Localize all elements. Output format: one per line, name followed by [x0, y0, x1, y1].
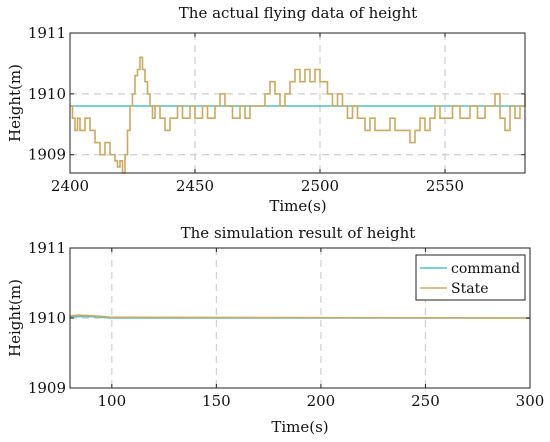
- x-tick-label: 150: [202, 392, 231, 410]
- actual-height-panel: The actual flying data of height 2400 245…: [6, 4, 526, 215]
- legend: command State: [415, 254, 526, 301]
- legend-label-command: command: [451, 261, 520, 277]
- axes-frame: [69, 32, 526, 174]
- state-series-line: [70, 56, 526, 174]
- legend-label-state: State: [451, 281, 488, 297]
- y-tick-label: 1910: [28, 85, 66, 103]
- x-tick-label: 200: [307, 392, 336, 410]
- y-axis-label: Height(m): [6, 279, 24, 357]
- x-tick-label: 2500: [301, 177, 339, 195]
- plot-lines: [69, 314, 531, 319]
- x-tick-label: 2400: [51, 177, 89, 195]
- x-tick-label: 250: [411, 392, 440, 410]
- x-axis-label: Time(s): [269, 197, 326, 215]
- y-tick-label: 1910: [28, 309, 66, 327]
- simulation-height-panel: The simulation result of height 100 150 20…: [6, 224, 544, 436]
- x-tick-label: 2550: [426, 177, 464, 195]
- x-tick-label: 100: [97, 392, 126, 410]
- axis-ticks: 100 150 200 250 300 1909 1910 1911: [28, 239, 545, 410]
- y-tick-label: 1911: [28, 239, 66, 257]
- axis-ticks: 2400 2450 2500 2550 1909 1910 1911: [28, 24, 525, 195]
- state-series-line: [69, 314, 531, 319]
- grid: [70, 33, 525, 173]
- x-tick-label: 2450: [176, 177, 214, 195]
- plot-lines: [70, 56, 526, 174]
- x-axis-label: Time(s): [271, 418, 328, 436]
- chart-title: The simulation result of height: [181, 224, 416, 242]
- y-axis-label: Height(m): [6, 64, 24, 142]
- y-tick-label: 1909: [28, 146, 66, 164]
- y-tick-label: 1909: [28, 379, 66, 397]
- y-tick-label: 1911: [28, 24, 66, 42]
- legend-box: [415, 254, 526, 301]
- chart-title: The actual flying data of height: [179, 4, 417, 22]
- x-tick-label: 300: [516, 392, 545, 410]
